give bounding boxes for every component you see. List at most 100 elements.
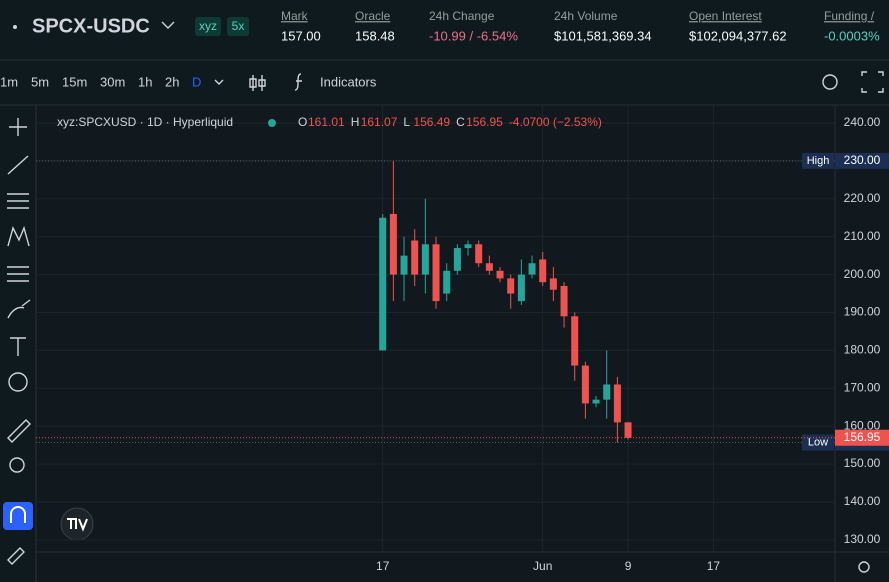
y-tick-label: 130.00 (844, 532, 881, 546)
legend-value: 156.95 (466, 115, 503, 129)
chart-bg (36, 105, 889, 582)
stat-value: 157.00 (281, 28, 321, 43)
brush-tool[interactable] (7, 299, 31, 319)
interval[interactable]: 2h (165, 74, 179, 89)
candle-body (528, 263, 536, 275)
candle-body (421, 244, 429, 275)
tv-mark (67, 518, 88, 532)
fx-icon[interactable] (294, 73, 302, 91)
fullscreen-icon[interactable] (861, 71, 884, 93)
lock-tool[interactable] (7, 547, 25, 565)
stat-value: $102,094,377.62 (689, 28, 787, 43)
crosshair-tool[interactable] (9, 118, 27, 136)
zoom-tool[interactable] (9, 457, 25, 473)
candle-body (549, 278, 557, 290)
magnet-icon (10, 506, 26, 523)
candle-body (571, 316, 579, 366)
candle-body (400, 255, 408, 275)
candle-body (379, 217, 387, 351)
x-tick-label: 9 (625, 559, 632, 573)
tool-icons (3, 21, 884, 573)
candle-body (603, 384, 611, 400)
legend-field: O (298, 115, 307, 129)
candle-body (507, 278, 515, 294)
interval[interactable]: 1m (0, 74, 18, 89)
y-tick-label: 200.00 (844, 267, 881, 281)
emoji-tool[interactable] (8, 372, 28, 392)
price-box (835, 152, 889, 169)
legend-field: L (403, 115, 410, 129)
y-tick-label: 160.00 (844, 418, 881, 432)
interval[interactable]: 15m (62, 74, 87, 89)
y-tick-label: 170.00 (844, 380, 881, 394)
candle-body (624, 422, 632, 438)
pattern-tool[interactable] (7, 225, 30, 247)
fib-tool[interactable] (7, 266, 29, 282)
price-label: 156.95 (844, 430, 881, 444)
candle-body (411, 240, 419, 275)
status-dot (268, 119, 276, 127)
text-tool[interactable] (10, 337, 26, 356)
x-tick-label: 17 (376, 559, 390, 573)
interval[interactable]: 5m (31, 74, 49, 89)
x-tick-label: Jun (533, 559, 552, 573)
price-label: 230.00 (844, 153, 881, 167)
chart-type-icon[interactable] (249, 75, 266, 91)
price-name-box (802, 434, 834, 451)
candle-body (517, 274, 525, 302)
pair-name[interactable]: SPCX-USDC (32, 15, 150, 37)
candle-body (432, 244, 440, 302)
legend-field: H (351, 115, 360, 129)
interval-dropdown[interactable] (214, 79, 224, 85)
badge-text: 5x (232, 19, 245, 33)
interval[interactable]: 30m (100, 74, 125, 89)
badge-text: xyz (199, 19, 217, 33)
stat-value: 158.48 (355, 28, 395, 43)
candle-body (539, 259, 547, 283)
price-name: Low (808, 436, 828, 448)
candle-body (496, 270, 504, 279)
y-tick-label: 150.00 (844, 456, 881, 470)
ruler-tool[interactable] (7, 419, 31, 443)
candle-body (389, 213, 397, 275)
legend-value: 161.01 (308, 115, 345, 129)
candle-body (581, 365, 589, 404)
legend-field: C (456, 115, 465, 129)
stat-label: Open Interest (689, 9, 762, 23)
price-box (835, 429, 889, 446)
stat-value: $101,581,369.34 (554, 28, 652, 43)
legend-value: 156.49 (413, 115, 450, 129)
line-tool[interactable] (7, 155, 29, 175)
candle-body (613, 384, 621, 423)
channel-tool[interactable] (7, 193, 29, 209)
settings-icon[interactable] (858, 561, 870, 573)
y-tick-label: 140.00 (844, 494, 881, 508)
legend-value: 161.07 (361, 115, 398, 129)
interval[interactable]: D (192, 74, 201, 89)
legend-symbol: xyz:SPCXUSD · 1D · Hyperliquid (57, 115, 233, 129)
indicators-button[interactable]: Indicators (320, 74, 377, 89)
stat-label: 24h Volume (554, 9, 618, 23)
pair-dropdown[interactable] (161, 21, 175, 29)
candle-body (485, 263, 493, 271)
candle-body (560, 285, 568, 317)
stat-label: Mark (281, 9, 309, 23)
stat-label: Funding / (824, 9, 875, 23)
y-tick-label: 180.00 (844, 343, 881, 357)
y-tick-label: 240.00 (844, 115, 881, 129)
candle-body (443, 270, 451, 294)
candle-body (464, 244, 472, 249)
search-icon[interactable] (822, 74, 838, 90)
price-name: High (807, 155, 830, 167)
y-tick-label: 220.00 (844, 191, 881, 205)
price-name-box (802, 152, 834, 169)
interval[interactable]: 1h (138, 74, 152, 89)
stat-label: 24h Change (429, 9, 495, 23)
stat-label: Oracle (355, 9, 391, 23)
stat-value: -10.99 / -6.54% (429, 28, 518, 43)
candle-body (453, 248, 461, 271)
badge (227, 17, 249, 36)
stat-value: -0.0003% (824, 28, 880, 43)
pair-icon (13, 25, 17, 29)
